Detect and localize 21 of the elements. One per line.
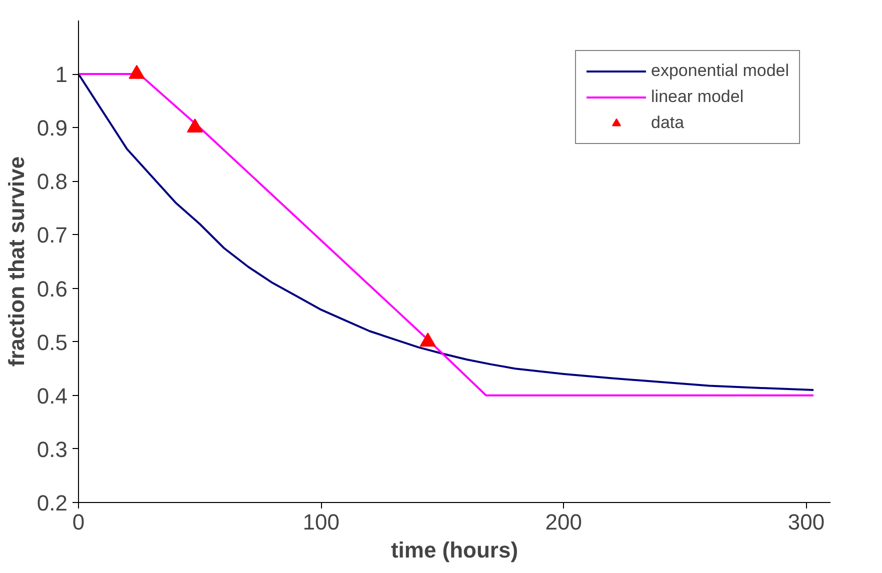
y-tick-label: 0.9	[36, 116, 68, 141]
point	[420, 332, 436, 347]
x-tick-label: 200	[545, 510, 582, 534]
point	[128, 64, 145, 79]
y-tick-label: 0.7	[36, 222, 68, 248]
y-tick-label: 0.8	[36, 169, 68, 194]
y-tick-label: 0.2	[36, 490, 68, 516]
x-tick-label: 300	[788, 510, 825, 534]
y-tick-label: 0.6	[36, 276, 68, 302]
y-tick-label: 0.4	[36, 383, 68, 408]
y-tick-label: 0.3	[36, 436, 68, 462]
legend-label: exponential model	[651, 61, 789, 81]
y-axis-title: fraction that survive	[4, 156, 29, 367]
x-tick-label: 100	[302, 510, 340, 534]
legend-label: data	[651, 113, 684, 133]
point	[186, 118, 203, 132]
y-tick-label: 1	[55, 62, 68, 88]
x-tick-label: 0	[72, 510, 85, 534]
x-axis-title: time (hours)	[390, 538, 518, 562]
y-tick-label: 0.5	[36, 330, 68, 355]
legend-label: linear model	[651, 87, 744, 107]
